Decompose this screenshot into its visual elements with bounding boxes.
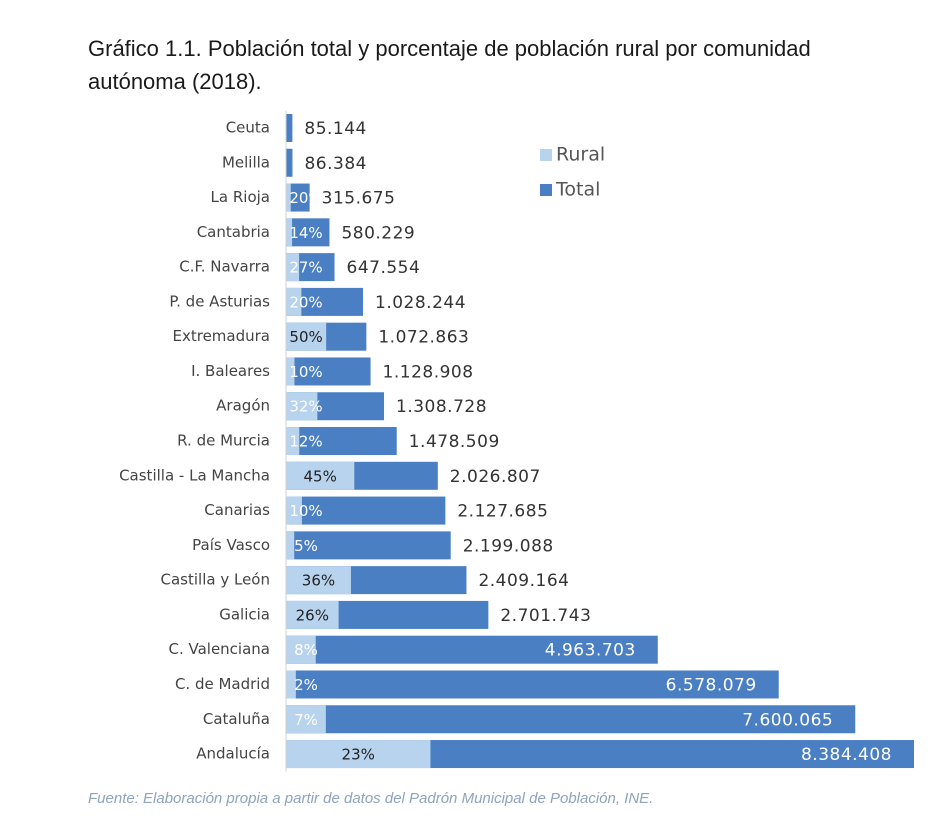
bar-rural xyxy=(286,705,326,734)
bar-total xyxy=(286,218,330,247)
total-label: 1.478.509 xyxy=(409,432,500,452)
y-tick-label: Andalucía xyxy=(196,745,270,763)
rural-label: 10% xyxy=(289,502,322,520)
total-label: 8.384.408 xyxy=(801,745,892,765)
total-label: 580.229 xyxy=(341,223,415,243)
bar-rural xyxy=(286,670,296,699)
y-tick-label: Castilla y León xyxy=(161,571,270,589)
bar-rural xyxy=(286,740,431,769)
rural-label: 36% xyxy=(302,572,335,590)
rural-label: 45% xyxy=(303,467,336,485)
bar-rural xyxy=(286,566,351,595)
bar-rural xyxy=(286,287,302,316)
bar-total xyxy=(286,114,293,142)
bar-rural xyxy=(286,600,339,629)
chart-title: Gráfico 1.1. Población total y porcentaj… xyxy=(88,36,811,94)
y-tick-label: Cataluña xyxy=(203,710,270,728)
rural-label: 12% xyxy=(289,433,322,451)
legend-label: Rural xyxy=(556,144,605,166)
bar-total xyxy=(286,183,310,212)
bar-rural xyxy=(286,253,300,282)
y-tick-label: C. de Madrid xyxy=(175,675,270,693)
legend-label: Total xyxy=(555,179,600,201)
total-label: 315.675 xyxy=(322,189,396,209)
rural-label: 5% xyxy=(294,537,318,555)
rural-label: 2% xyxy=(294,676,318,694)
rural-label: 20% xyxy=(289,293,322,311)
y-tick-label: P. de Asturias xyxy=(169,292,270,310)
bar-rural xyxy=(286,496,302,525)
total-label: 6.578.079 xyxy=(666,675,757,695)
rural-label: 50% xyxy=(289,328,322,346)
total-label: 1.028.244 xyxy=(375,293,466,313)
y-tick-label: R. de Murcia xyxy=(177,432,270,450)
bar-rural xyxy=(286,183,291,212)
rural-label: 23% xyxy=(342,746,375,764)
bar-rural xyxy=(286,531,295,560)
bar-rural xyxy=(286,357,295,386)
source-note: Fuente: Elaboración propia a partir de d… xyxy=(88,790,654,807)
total-label: 1.072.863 xyxy=(378,328,469,348)
total-label: 86.384 xyxy=(304,154,366,174)
y-tick-label: La Rioja xyxy=(211,188,270,206)
total-label: 647.554 xyxy=(347,258,421,278)
bar-total xyxy=(286,357,371,386)
total-label: 2.701.743 xyxy=(500,606,591,626)
y-tick-label: Galicia xyxy=(219,605,270,623)
y-tick-label: Melilla xyxy=(222,153,270,171)
y-tick-label: Extremadura xyxy=(173,327,271,345)
total-label: 85.144 xyxy=(304,119,366,139)
y-tick-label: País Vasco xyxy=(192,536,270,554)
bar-total xyxy=(286,670,779,699)
rural-label: 14% xyxy=(289,224,322,242)
y-tick-label: Canarias xyxy=(204,501,270,519)
total-label: 1.308.728 xyxy=(396,397,487,417)
bar-rural xyxy=(286,635,316,664)
total-label: 2.199.088 xyxy=(463,536,554,556)
bar-total xyxy=(286,427,397,456)
y-tick-label: Ceuta xyxy=(226,119,270,137)
total-label: 2.127.685 xyxy=(457,502,548,522)
rural-label: 7% xyxy=(294,711,318,729)
legend-swatch xyxy=(540,149,552,161)
rural-label: 8% xyxy=(294,641,318,659)
y-tick-label: Aragón xyxy=(216,397,270,415)
y-tick-label: Cantabria xyxy=(197,223,270,241)
legend-swatch xyxy=(540,184,552,196)
bar-rural xyxy=(286,461,355,490)
bar-total xyxy=(286,635,658,664)
y-tick-label: C. Valenciana xyxy=(168,640,270,658)
total-label: 2.026.807 xyxy=(450,467,541,487)
rural-label: 10% xyxy=(289,363,322,381)
total-label: 2.409.164 xyxy=(478,571,569,591)
bar-total xyxy=(286,705,856,734)
bar-total xyxy=(286,148,293,177)
total-label: 1.128.908 xyxy=(383,362,474,382)
rural-label: 32% xyxy=(289,398,322,416)
total-label: 7.600.065 xyxy=(742,710,833,730)
y-tick-label: I. Baleares xyxy=(191,362,270,380)
bar-total xyxy=(286,496,446,525)
rural-label: 27% xyxy=(289,259,322,277)
bar-rural xyxy=(286,322,327,351)
bar-rural xyxy=(286,218,293,247)
y-tick-label: C.F. Navarra xyxy=(179,258,270,276)
rural-label: 26% xyxy=(296,606,329,624)
bar-rural xyxy=(286,427,300,456)
bar-total xyxy=(286,531,451,560)
bar-rural xyxy=(286,392,318,421)
y-tick-label: Castilla - La Mancha xyxy=(119,466,270,484)
rural-label: 20% xyxy=(289,189,322,207)
total-label: 4.963.703 xyxy=(545,641,636,661)
